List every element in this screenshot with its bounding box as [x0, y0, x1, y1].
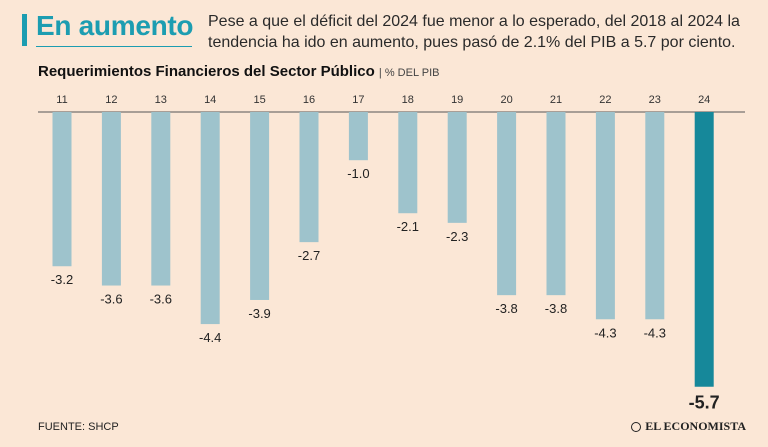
headline-underline: [36, 46, 192, 47]
bar: [151, 112, 171, 286]
data-label: -3.8: [495, 301, 517, 316]
bar: [595, 112, 615, 320]
bar: [398, 112, 418, 214]
headline-subtitle: Pese a que el déficit del 2024 fue menor…: [208, 13, 740, 51]
data-label: -5.7: [689, 393, 720, 413]
chart-title: Requerimientos Financieros del Sector Pú…: [38, 63, 375, 80]
bar: [250, 112, 270, 300]
bar: [546, 112, 566, 296]
bar: [299, 112, 319, 243]
data-label: -3.2: [51, 272, 73, 287]
data-label: -4.4: [199, 330, 221, 345]
data-label: -2.3: [446, 229, 468, 244]
bar: [497, 112, 517, 296]
x-tick-label: 13: [155, 94, 167, 106]
brand-logo: EL ECONOMISTA: [631, 419, 746, 434]
bar: [694, 112, 714, 387]
x-tick-label: 23: [649, 94, 661, 106]
data-label: -4.3: [644, 325, 666, 340]
bar: [52, 112, 72, 267]
x-tick-label: 12: [105, 94, 117, 106]
data-label: -2.7: [298, 248, 320, 263]
data-label: -3.9: [248, 306, 270, 321]
bar: [200, 112, 220, 325]
x-tick-label: 17: [352, 94, 364, 106]
x-tick-label: 14: [204, 94, 216, 106]
x-tick-label: 11: [56, 94, 67, 106]
brand-logo-text: EL ECONOMISTA: [645, 419, 746, 433]
bar: [101, 112, 121, 286]
headline-title: En aumento: [36, 10, 194, 41]
data-label: -2.1: [397, 219, 419, 234]
title-accent-bar: [22, 14, 27, 46]
data-label: -3.6: [100, 292, 122, 307]
chart-unit-separator: |: [378, 67, 385, 79]
x-tick-label: 19: [451, 94, 463, 106]
data-label: -3.6: [150, 292, 172, 307]
chart-title-row: Requerimientos Financieros del Sector Pú…: [38, 63, 439, 80]
source-note: FUENTE: SHCP: [38, 421, 119, 433]
x-tick-label: 20: [500, 94, 512, 106]
data-label: -3.8: [545, 301, 567, 316]
bar: [348, 112, 368, 161]
bar: [645, 112, 665, 320]
x-tick-label: 16: [303, 94, 315, 106]
x-tick-label: 21: [550, 94, 562, 106]
x-tick-label: 15: [253, 94, 265, 106]
bar: [447, 112, 467, 223]
chart-unit: % DEL PIB: [384, 67, 440, 79]
x-tick-label: 22: [599, 94, 611, 106]
data-label: -1.0: [347, 166, 369, 181]
brand-logo-icon: [631, 421, 642, 432]
x-tick-label: 18: [402, 94, 414, 106]
x-tick-label: 24: [698, 94, 710, 106]
data-label: -4.3: [594, 325, 616, 340]
